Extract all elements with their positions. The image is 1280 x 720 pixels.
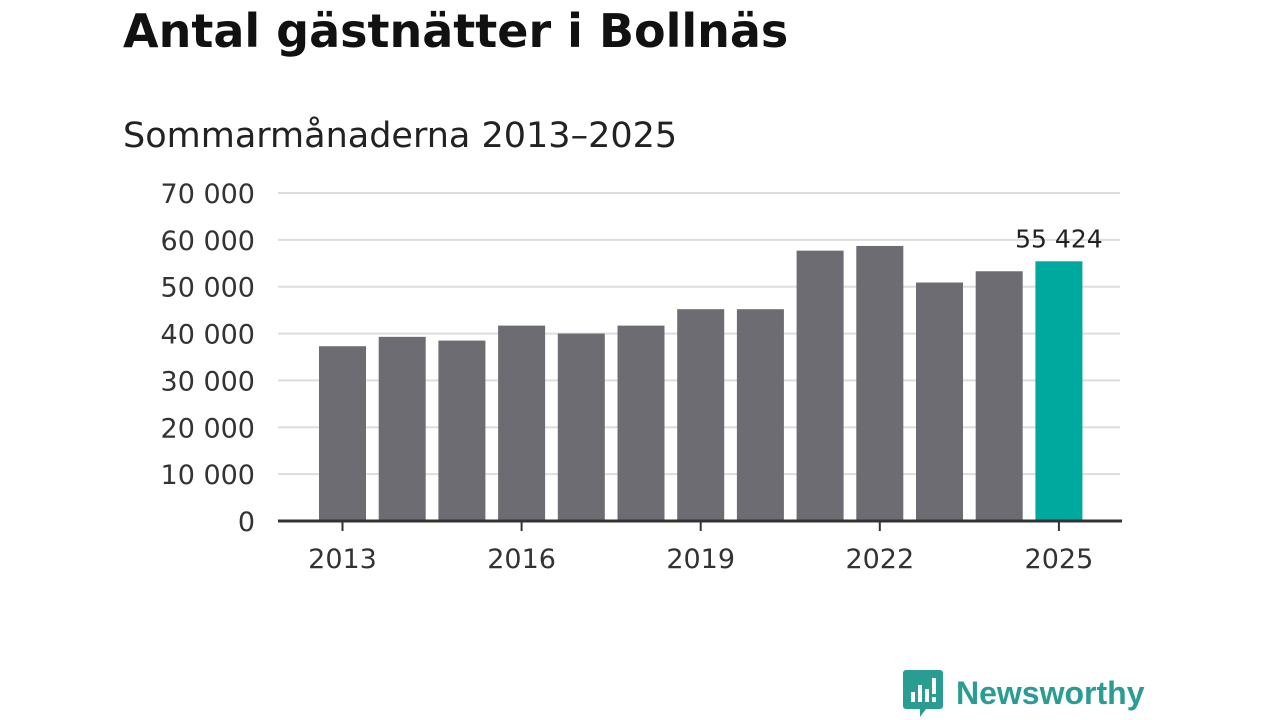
- x-tick-label: 2016: [487, 544, 556, 575]
- x-axis: 2013 2016 2019 2022 2025: [278, 519, 1122, 575]
- bar-2022: [856, 245, 904, 521]
- y-tick-label: 30 000: [161, 366, 255, 397]
- chart-title: Antal gästnätter i Bollnäs: [123, 4, 789, 58]
- bar-2023: [916, 282, 963, 521]
- bar-2013: [319, 346, 366, 521]
- chart-subtitle: Sommarmånaderna 2013–2025: [123, 116, 678, 156]
- bar-2019: [677, 309, 725, 521]
- y-tick-label: 50 000: [161, 273, 255, 304]
- y-axis-ticks: 0 10 000 20 000 30 000 40 000 50 000 60 000 70 …: [161, 179, 255, 538]
- bar-chart: 0 10 000 20 000 30 000 40 000 50 000 60 000 70 …: [161, 179, 1122, 575]
- bar-2017: [557, 333, 605, 521]
- brand-name: Newsworthy: [956, 674, 1145, 711]
- bar-2020: [736, 309, 784, 521]
- y-tick-label: 70 000: [161, 179, 255, 210]
- x-tick-label: 2022: [845, 544, 914, 575]
- y-tick-label: 0: [238, 507, 255, 538]
- x-tick-label: 2019: [666, 544, 735, 575]
- y-tick-label: 60 000: [161, 226, 255, 257]
- x-tick-label: 2013: [308, 544, 377, 575]
- newsworthy-logo: Newsworthy: [902, 668, 1144, 718]
- y-tick-label: 10 000: [161, 460, 255, 491]
- bar-2025: [1035, 261, 1083, 521]
- bar-2024: [975, 271, 1023, 521]
- y-tick-label: 20 000: [161, 413, 255, 444]
- x-tick-label: 2025: [1025, 544, 1094, 575]
- bar-2014: [378, 336, 426, 521]
- newsworthy-chart-bubble-icon: [903, 670, 943, 717]
- bar-2015: [438, 340, 486, 521]
- bar-2021: [796, 250, 844, 522]
- data-label-2025: 55 424: [1015, 224, 1102, 253]
- bars: [319, 245, 1083, 522]
- bar-2018: [617, 325, 665, 521]
- data-labels: 55 424: [1015, 224, 1102, 253]
- y-tick-label: 40 000: [161, 320, 255, 351]
- bar-2016: [498, 325, 546, 521]
